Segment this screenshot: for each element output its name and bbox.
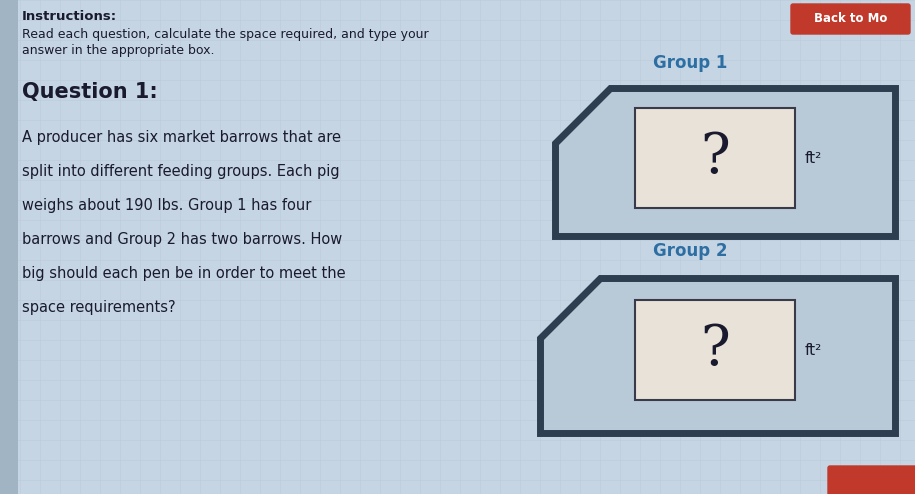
Text: answer in the appropriate box.: answer in the appropriate box. — [22, 44, 214, 57]
Text: ?: ? — [700, 130, 730, 185]
Text: ft²: ft² — [805, 151, 823, 165]
Text: split into different feeding groups. Each pig: split into different feeding groups. Eac… — [22, 164, 339, 179]
FancyBboxPatch shape — [828, 466, 915, 494]
Text: ?: ? — [700, 323, 730, 377]
Text: Read each question, calculate the space required, and type your: Read each question, calculate the space … — [22, 28, 428, 41]
Text: space requirements?: space requirements? — [22, 300, 176, 315]
Text: Question 1:: Question 1: — [22, 82, 157, 102]
Text: weighs about 190 lbs. Group 1 has four: weighs about 190 lbs. Group 1 has four — [22, 198, 311, 213]
Bar — [0, 0, 18, 494]
Text: Instructions:: Instructions: — [22, 10, 117, 23]
FancyBboxPatch shape — [791, 4, 910, 34]
Text: barrows and Group 2 has two barrows. How: barrows and Group 2 has two barrows. How — [22, 232, 342, 247]
Polygon shape — [555, 88, 895, 236]
Text: A producer has six market barrows that are: A producer has six market barrows that a… — [22, 130, 341, 145]
Text: ft²: ft² — [805, 342, 823, 358]
Polygon shape — [540, 278, 895, 433]
Text: big should each pen be in order to meet the: big should each pen be in order to meet … — [22, 266, 346, 281]
Text: Back to Mo: Back to Mo — [813, 12, 888, 26]
Text: Group 2: Group 2 — [652, 242, 727, 260]
FancyBboxPatch shape — [635, 108, 795, 208]
Text: Group 1: Group 1 — [652, 54, 727, 72]
FancyBboxPatch shape — [635, 300, 795, 400]
